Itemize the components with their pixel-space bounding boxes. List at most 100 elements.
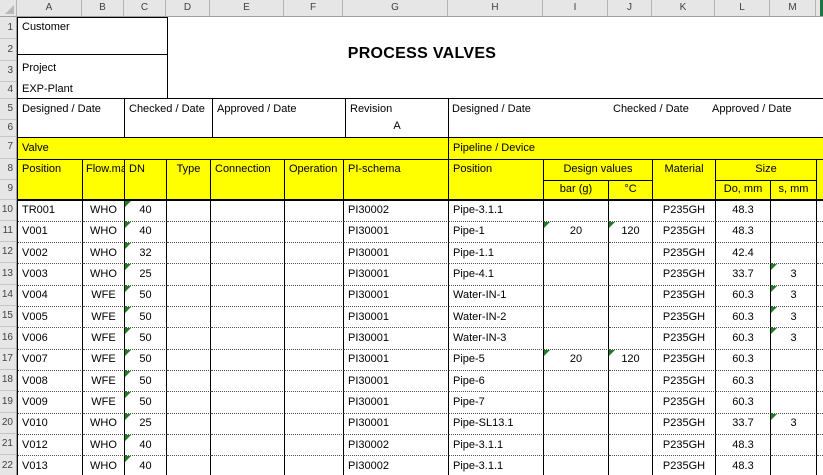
cell-material[interactable]: P235GH [653, 413, 716, 436]
cell-type[interactable] [167, 243, 211, 265]
cell-do-mm[interactable]: 60.3 [716, 307, 771, 329]
cell-flow-mat[interactable]: WFE [83, 328, 125, 350]
cell-valve-position[interactable]: V005 [18, 307, 83, 329]
cell-operation[interactable] [285, 200, 344, 222]
project-label-cell[interactable]: Project [22, 61, 57, 74]
row-header[interactable]: 19 [0, 391, 16, 413]
cell-flow-mat[interactable]: WHO [83, 200, 125, 222]
cell-material[interactable]: P235GH [653, 349, 716, 372]
cell-dn[interactable]: 40 [125, 221, 167, 244]
cell-type[interactable] [167, 456, 211, 475]
row-header[interactable]: 5 [0, 99, 16, 120]
cell-pi-schema[interactable]: PI30002 [344, 456, 449, 475]
cell-celsius[interactable] [609, 413, 653, 436]
cell-s-mm[interactable] [771, 221, 817, 244]
row-header[interactable]: 20 [0, 413, 16, 435]
cell-connection[interactable] [211, 285, 285, 308]
cell-dn[interactable]: 40 [125, 200, 167, 222]
header-pi-schema[interactable]: PI-schema [344, 159, 449, 201]
cell-pipe-position[interactable]: Pipe-SL13.1 [449, 413, 544, 436]
cell-connection[interactable] [211, 264, 285, 286]
cell-dn[interactable]: 50 [125, 392, 167, 414]
cell-operation[interactable] [285, 392, 344, 414]
cell-celsius[interactable]: 120 [609, 349, 653, 372]
cell-dn[interactable]: 50 [125, 285, 167, 308]
header-pipe-position[interactable]: Position [449, 159, 544, 201]
cell-pipe-position[interactable]: Pipe-3.1.1 [449, 435, 544, 457]
cell-celsius[interactable] [609, 435, 653, 457]
cell-bar-g[interactable] [544, 285, 609, 308]
cell-pi-schema[interactable]: PI30001 [344, 371, 449, 393]
row-header[interactable]: 1 [0, 17, 16, 39]
header-celsius[interactable]: °C [609, 181, 653, 201]
cell-flow-mat[interactable]: WHO [83, 221, 125, 244]
cell-material[interactable]: P235GH [653, 328, 716, 350]
header-dn[interactable]: DN [125, 159, 167, 201]
cell-pipe-position[interactable]: Water-IN-1 [449, 285, 544, 308]
cell-celsius[interactable] [609, 243, 653, 265]
header-material[interactable]: Material [653, 159, 716, 201]
cell-bar-g[interactable]: 20 [544, 349, 609, 372]
cell-pi-schema[interactable]: PI30001 [344, 285, 449, 308]
row-header[interactable]: 14 [0, 285, 16, 307]
row-header[interactable]: 2 [0, 39, 16, 61]
cell-connection[interactable] [211, 221, 285, 244]
row-header[interactable]: 16 [0, 327, 16, 349]
column-header[interactable]: F [284, 0, 343, 16]
cell-bar-g[interactable] [544, 328, 609, 350]
customer-cell[interactable]: Customer [17, 17, 168, 55]
cell-bar-g[interactable] [544, 307, 609, 329]
cell-type[interactable] [167, 307, 211, 329]
column-header[interactable]: H [448, 0, 543, 16]
cell-celsius[interactable] [609, 307, 653, 329]
row-header[interactable]: 7 [0, 137, 16, 159]
cell-type[interactable] [167, 328, 211, 350]
cell-s-mm[interactable] [771, 456, 817, 475]
cell-dn[interactable]: 50 [125, 328, 167, 350]
cell-do-mm[interactable]: 48.3 [716, 456, 771, 475]
cell-material[interactable]: P235GH [653, 392, 716, 414]
cell-operation[interactable] [285, 349, 344, 372]
column-header[interactable]: M [770, 0, 816, 16]
cell-bar-g[interactable] [544, 413, 609, 436]
cell-operation[interactable] [285, 328, 344, 350]
cell-connection[interactable] [211, 200, 285, 222]
row-header[interactable]: 3 [0, 61, 16, 82]
cell-type[interactable] [167, 200, 211, 222]
cell-material[interactable]: P235GH [653, 243, 716, 265]
cell-flow-mat[interactable]: WHO [83, 435, 125, 457]
cell-do-mm[interactable]: 33.7 [716, 264, 771, 286]
header-valve-position[interactable]: Position [18, 159, 83, 201]
cell-type[interactable] [167, 264, 211, 286]
cell-material[interactable]: P235GH [653, 285, 716, 308]
header-operation[interactable]: Operation [285, 159, 344, 201]
cell-s-mm[interactable] [771, 392, 817, 414]
cell-type[interactable] [167, 435, 211, 457]
cell-pi-schema[interactable]: PI30002 [344, 200, 449, 222]
cell-celsius[interactable] [609, 328, 653, 350]
cell-do-mm[interactable]: 42.4 [716, 243, 771, 265]
cell-pipe-position[interactable]: Pipe-3.1.1 [449, 456, 544, 475]
cell-pi-schema[interactable]: PI30001 [344, 264, 449, 286]
header-connection[interactable]: Connection [211, 159, 285, 201]
checked-date-box-left[interactable]: Checked / Date [124, 98, 212, 137]
cell-pi-schema[interactable]: PI30001 [344, 328, 449, 350]
cell-do-mm[interactable]: 33.7 [716, 413, 771, 436]
cell-dn[interactable]: 50 [125, 349, 167, 372]
row-header[interactable]: 18 [0, 370, 16, 392]
cell-do-mm[interactable]: 60.3 [716, 349, 771, 372]
cell-connection[interactable] [211, 456, 285, 475]
cell-bar-g[interactable] [544, 243, 609, 265]
row-header[interactable]: 15 [0, 306, 16, 328]
cell-dn[interactable]: 25 [125, 264, 167, 286]
cell-valve-position[interactable]: V012 [18, 435, 83, 457]
cell-valve-position[interactable]: V009 [18, 392, 83, 414]
cell-pipe-position[interactable]: Pipe-3.1.1 [449, 200, 544, 222]
section-pipeline-device[interactable]: Pipeline / Device [449, 138, 823, 160]
cell-dn[interactable]: 40 [125, 435, 167, 457]
cell-type[interactable] [167, 371, 211, 393]
cell-s-mm[interactable]: 3 [771, 264, 817, 286]
cell-valve-position[interactable]: V008 [18, 371, 83, 393]
header-do-mm[interactable]: Do, mm [716, 181, 771, 201]
cell-pipe-position[interactable]: Pipe-1 [449, 221, 544, 244]
